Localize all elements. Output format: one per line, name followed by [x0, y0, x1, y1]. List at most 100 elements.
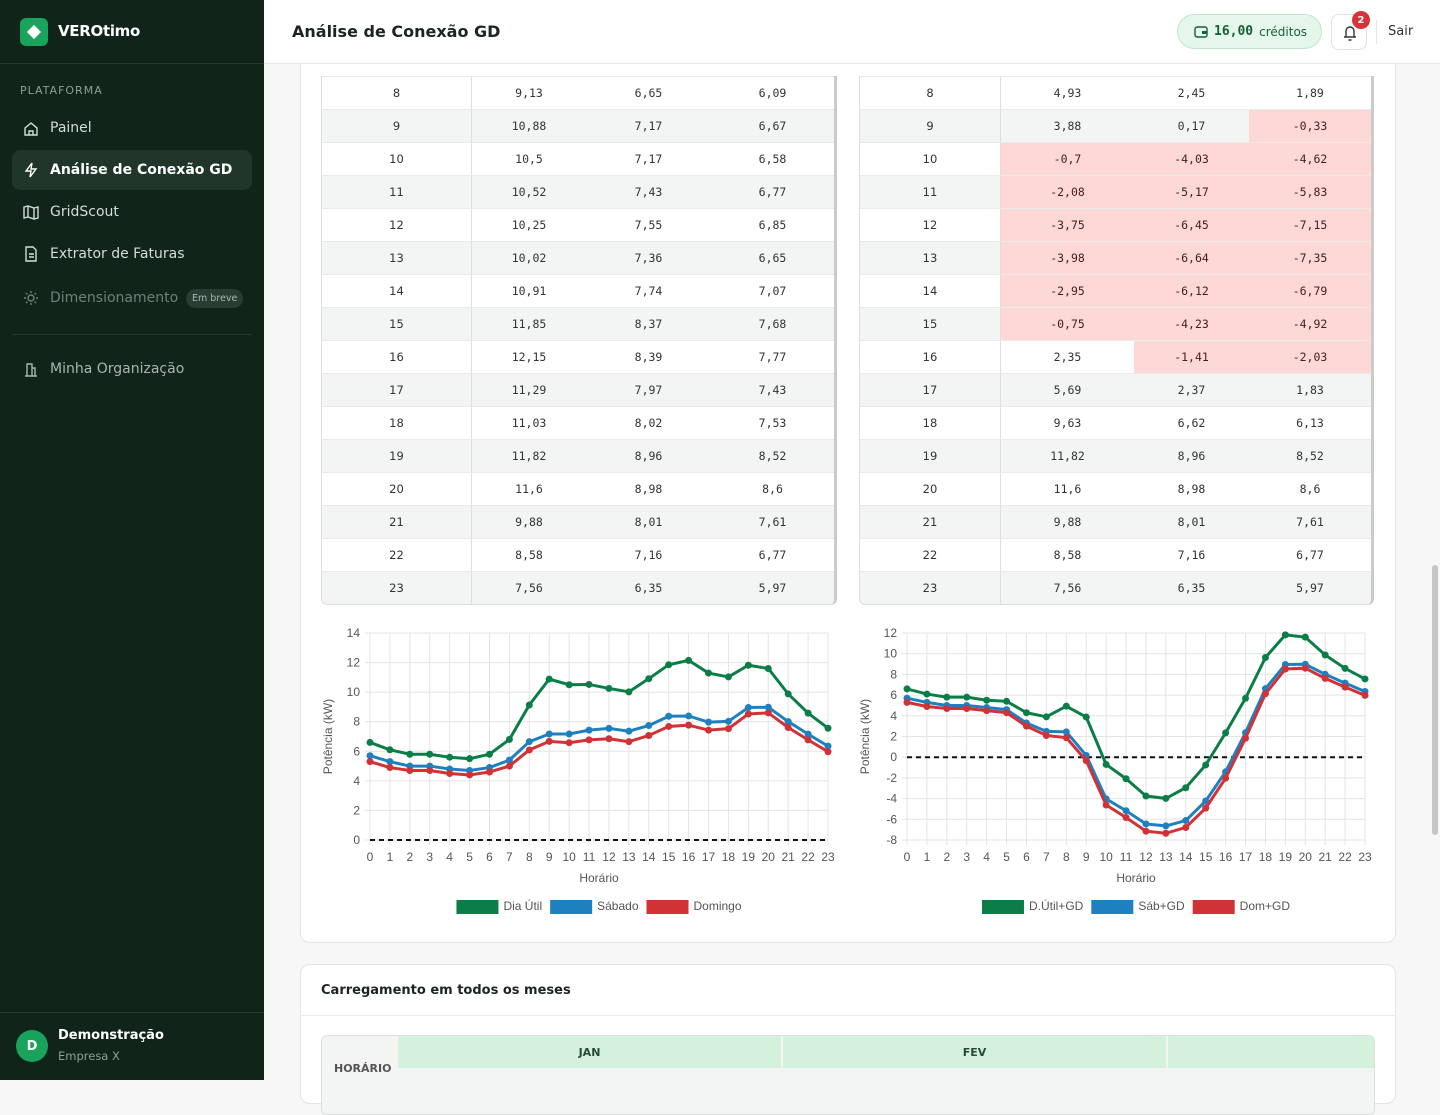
nav-item[interactable]: Extrator de Faturas [12, 234, 252, 274]
value-cell: 6,77 [758, 548, 787, 562]
value-cell: 11,82 [1050, 449, 1085, 463]
value-cell: 11,82 [511, 449, 547, 463]
monthly-table: HORÁRIO JANFEVMAR [321, 1035, 1375, 1115]
value-cell: 11,6 [1053, 482, 1082, 496]
nav-label: Painel [50, 120, 92, 136]
value-cell: -3,98 [1001, 242, 1134, 274]
icon [24, 162, 38, 178]
hour-cell: 12 [860, 209, 1001, 241]
hour-cell: 9 [322, 110, 472, 142]
value-cell: -4,03 [1134, 143, 1249, 175]
table-row: 9 3,88 0,17 -0,33 [860, 109, 1371, 142]
hour-cell: 11 [860, 176, 1001, 208]
value-cell: 7,56 [515, 581, 543, 595]
icon [25, 246, 37, 262]
hour-cell: 17 [322, 374, 472, 406]
table-row: 19 11,82 8,96 8,52 [322, 439, 834, 472]
bell-icon [1344, 26, 1356, 41]
value-cell: 5,97 [758, 581, 787, 595]
table-row: 9 10,88 7,17 6,67 [322, 109, 834, 142]
value-cell: 8,96 [634, 449, 663, 463]
value-cell: -0,7 [1001, 143, 1134, 175]
table-row: 21 9,88 8,01 7,61 [322, 505, 834, 538]
icon [23, 205, 39, 220]
page-title: Análise de Conexão GD [292, 22, 501, 41]
value-cell: 6,77 [1296, 548, 1324, 562]
brand[interactable]: VEROtimo [58, 22, 141, 40]
value-cell: 4,93 [1053, 86, 1082, 100]
hour-cell: 16 [322, 341, 472, 373]
divider [0, 1012, 264, 1013]
month-header: MAR [1168, 1036, 1374, 1068]
value-cell: 8,01 [1177, 515, 1206, 529]
value-cell: 7,16 [1177, 548, 1206, 562]
value-cell: 8,52 [758, 449, 787, 463]
value-cell: 10,91 [511, 284, 547, 298]
hour-cell: 16 [860, 341, 1001, 373]
table-row: 11 -2,08 -5,17 -5,83 [860, 175, 1371, 208]
hour-cell: 13 [860, 242, 1001, 274]
value-cell: 6,77 [758, 185, 787, 199]
divider [0, 63, 264, 64]
value-cell: 8,98 [634, 482, 663, 496]
logout[interactable]: Sair [1388, 24, 1414, 39]
value-cell: 2,35 [1053, 350, 1082, 364]
user-company: Empresa X [58, 1049, 120, 1063]
hour-cell: 19 [860, 440, 1001, 472]
value-cell: 11,03 [511, 416, 547, 430]
nav-org[interactable]: Minha Organização [12, 349, 252, 389]
value-cell: 8,98 [1177, 482, 1206, 496]
table-row: 22 8,58 7,16 6,77 [322, 538, 834, 571]
table-row: 10 10,5 7,17 6,58 [322, 142, 834, 175]
value-cell: 9,63 [1053, 416, 1082, 430]
value-cell: 7,68 [758, 317, 787, 331]
hour-cell: 12 [322, 209, 472, 241]
nav-item[interactable]: Painel [12, 108, 252, 148]
hour-cell: 11 [322, 176, 472, 208]
nav-item[interactable]: GridScout [12, 192, 252, 232]
value-cell: 10,5 [515, 152, 543, 166]
value-cell: 8,96 [1177, 449, 1206, 463]
value-cell: -5,83 [1249, 176, 1371, 208]
hour-cell: 22 [322, 539, 472, 571]
value-cell: 6,09 [758, 86, 787, 100]
value-cell: 8,52 [1296, 449, 1324, 463]
value-cell: -1,41 [1134, 341, 1249, 373]
table-row: 16 2,35 -1,41 -2,03 [860, 340, 1371, 373]
credits-pill[interactable]: 16,00 créditos [1177, 14, 1322, 49]
value-cell: -5,17 [1134, 176, 1249, 208]
value-cell: -0,75 [1001, 308, 1134, 340]
credits-value: 16,00 [1214, 24, 1254, 39]
table-row: 8 4,93 2,45 1,89 [860, 76, 1371, 109]
notifications-button[interactable]: 2 [1331, 11, 1370, 50]
table-row: 20 11,6 8,98 8,6 [322, 472, 834, 505]
value-cell: 7,61 [1296, 515, 1324, 529]
value-cell: 8,37 [634, 317, 663, 331]
data-table: 8 4,93 2,45 1,89 9 3,88 0,17 -0,33 10 -0,7 -4,03 -4… [859, 76, 1374, 605]
avatar[interactable]: D [16, 1030, 48, 1062]
value-cell: 6,58 [758, 152, 787, 166]
value-cell: -6,64 [1134, 242, 1249, 274]
table-row: 13 -3,98 -6,64 -7,35 [860, 241, 1371, 274]
value-cell: -4,92 [1249, 308, 1371, 340]
value-cell: -6,79 [1249, 275, 1371, 307]
hour-cell: 14 [322, 275, 472, 307]
value-cell: 3,88 [1053, 119, 1082, 133]
hour-cell: 19 [322, 440, 472, 472]
table-row: 22 8,58 7,16 6,77 [860, 538, 1371, 571]
nav-item[interactable]: Análise de Conexão GD [12, 150, 252, 190]
nav-label: Extrator de Faturas [50, 246, 185, 262]
hour-cell: 17 [860, 374, 1001, 406]
icon [25, 363, 37, 377]
table-row: 12 -3,75 -6,45 -7,15 [860, 208, 1371, 241]
value-cell: 7,53 [758, 416, 787, 430]
hour-cell: 15 [322, 308, 472, 340]
value-cell: -0,33 [1249, 110, 1371, 142]
hour-cell: 10 [322, 143, 472, 175]
value-cell: 7,16 [634, 548, 663, 562]
table-row: 11 10,52 7,43 6,77 [322, 175, 834, 208]
value-cell: 7,17 [634, 152, 663, 166]
value-cell: 6,67 [758, 119, 787, 133]
value-cell: 7,97 [634, 383, 663, 397]
